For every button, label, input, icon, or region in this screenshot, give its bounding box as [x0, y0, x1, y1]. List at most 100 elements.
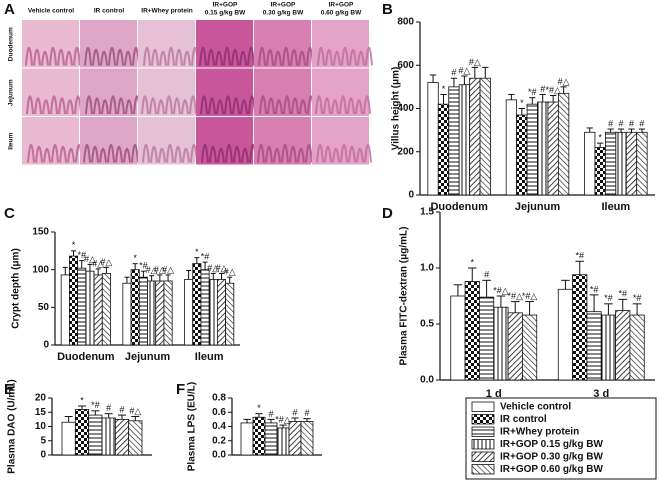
x-tick-label: 1 d [486, 388, 502, 400]
significance-marker: #△ [216, 263, 228, 273]
significance-marker: # [639, 118, 644, 128]
bar [252, 416, 266, 456]
villus-texture [317, 46, 325, 66]
bar [88, 414, 103, 456]
column-label: IR+GOP [271, 2, 296, 9]
significance-marker: #△ [154, 264, 166, 274]
villus-texture [50, 95, 58, 115]
bar [600, 314, 616, 381]
y-tick-label: 200 [397, 146, 414, 157]
villus-texture [165, 95, 173, 115]
villus-texture [356, 147, 364, 163]
villus-texture [142, 143, 150, 163]
y-tick-label: 0.2 [212, 435, 226, 446]
villus-texture [101, 99, 109, 115]
villus-texture [332, 147, 340, 163]
villus-texture [347, 97, 355, 115]
bar [93, 274, 103, 346]
column-label: 0.15 g/kg BW [205, 10, 246, 17]
villus-texture [275, 99, 283, 115]
bar [101, 273, 111, 346]
x-tick-label: Jejunum [125, 351, 170, 363]
significance-marker: * [257, 403, 261, 413]
bar [61, 421, 76, 456]
villus-texture [325, 48, 333, 66]
significance-marker: *# [633, 293, 642, 303]
legend-label: Vehicle control [500, 401, 571, 412]
bar [469, 77, 481, 196]
bar [192, 263, 202, 346]
x-tick-label: Ileum [195, 351, 224, 363]
y-tick-label: 15 [35, 407, 47, 418]
significance-marker: *# [604, 293, 613, 303]
significance-marker: # [484, 270, 489, 280]
villus-texture [158, 147, 166, 163]
bar [526, 103, 538, 196]
micrograph [312, 20, 369, 68]
panel-letter: E [4, 381, 14, 398]
y-tick-label: 10 [35, 421, 47, 432]
villus-texture [199, 46, 207, 66]
row-label: Ileum [8, 133, 15, 150]
micrograph [22, 117, 79, 165]
villus-texture [57, 48, 65, 66]
legend-box [465, 397, 657, 480]
bar [163, 280, 173, 346]
micrograph [138, 20, 195, 68]
y-tick-label: 0 [40, 450, 46, 461]
villus-texture [189, 95, 197, 115]
significance-marker: # [268, 409, 273, 419]
villus-texture [117, 97, 125, 115]
villus-texture [59, 145, 67, 163]
villus-texture [66, 99, 74, 115]
villus-texture [225, 143, 233, 163]
villus-texture [201, 143, 209, 163]
villus-texture [27, 143, 35, 163]
legend-swatch [471, 414, 495, 425]
villus-texture [84, 46, 92, 66]
villus-texture [208, 97, 216, 115]
villus-texture [232, 97, 240, 115]
bar [155, 280, 165, 346]
villus-texture [323, 97, 331, 115]
bar [507, 312, 523, 381]
bar [147, 280, 157, 346]
villus-texture [340, 143, 348, 163]
bar [300, 421, 314, 456]
y-tick-label: 600 [397, 60, 414, 71]
y-tick-label: 1.0 [420, 263, 434, 274]
legend-swatch [471, 451, 495, 462]
significance-marker: *#△ [545, 85, 561, 95]
villus-texture [267, 97, 275, 115]
villus-texture [363, 95, 371, 115]
bar [547, 101, 559, 196]
bar [448, 86, 460, 196]
y-axis-label: Plasma LPS (EU/L) [187, 382, 198, 471]
significance-marker: *# [590, 284, 599, 294]
x-tick-label: Ileum [601, 201, 630, 213]
significance-marker: * [442, 84, 446, 94]
row-label: Duodenum [8, 27, 15, 61]
column-label: IR control [94, 8, 125, 15]
bar [615, 310, 631, 381]
bar [122, 282, 132, 346]
significance-marker: *# [575, 251, 584, 261]
villus-texture [51, 143, 59, 163]
villus-texture [35, 145, 43, 163]
y-tick-label: 5 [40, 435, 46, 446]
bar [138, 276, 148, 346]
significance-marker: # [608, 118, 613, 128]
bar [437, 103, 450, 196]
villus-texture [290, 48, 298, 66]
significance-marker: * [520, 98, 524, 108]
villus-texture [281, 143, 289, 163]
villus-texture [108, 46, 116, 66]
bar [594, 147, 606, 196]
bar [516, 114, 528, 196]
villus-texture [175, 48, 183, 66]
villus-texture [283, 95, 291, 115]
bar [240, 422, 254, 456]
significance-marker: # [119, 404, 124, 414]
significance-marker: *# [528, 87, 537, 97]
villus-texture [141, 95, 149, 115]
